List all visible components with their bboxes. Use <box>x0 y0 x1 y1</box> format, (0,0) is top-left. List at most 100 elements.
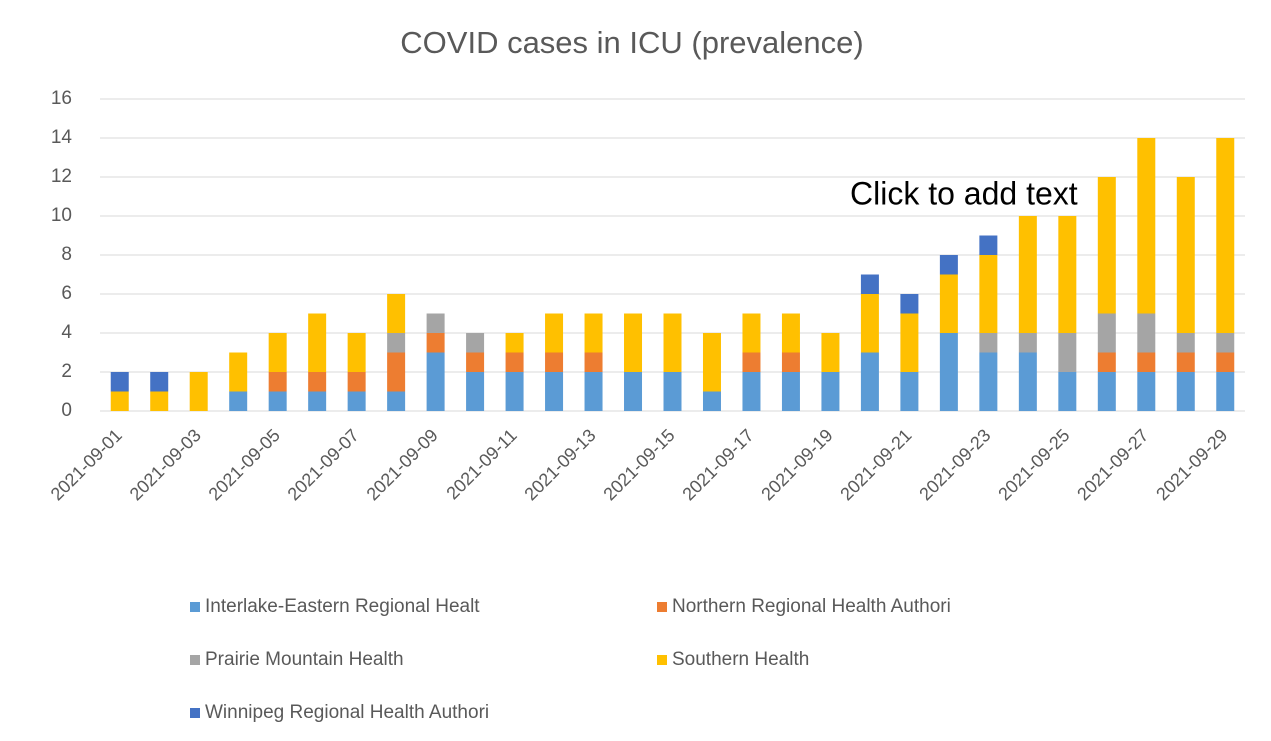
legend-label: Southern Health <box>672 649 809 670</box>
legend-swatch <box>657 655 667 665</box>
legend-swatch <box>190 708 200 718</box>
bar-segment <box>466 372 485 411</box>
bar-segment <box>1097 177 1116 314</box>
legend-label: Interlake-Eastern Regional Healt <box>205 596 480 617</box>
bar-segment <box>1018 216 1037 333</box>
x-tick-label: 2021-09-25 <box>994 425 1073 504</box>
bar-segment <box>268 333 287 372</box>
bar-segment <box>1216 333 1235 353</box>
x-tick-label: 2021-09-05 <box>205 425 284 504</box>
bar-segment <box>624 313 643 372</box>
x-tick-label: 2021-09-29 <box>1152 425 1231 504</box>
bar-segment <box>1176 372 1195 411</box>
bar-segment <box>387 294 406 333</box>
legend-label: Northern Regional Health Authori <box>672 596 951 617</box>
bar-segment <box>781 352 800 372</box>
bar-segment <box>1058 372 1077 411</box>
y-tick-label: 8 <box>61 244 72 265</box>
y-tick-label: 12 <box>51 166 72 187</box>
bar-segment <box>939 274 958 333</box>
bar-segment <box>426 313 445 333</box>
y-tick-label: 0 <box>61 400 72 421</box>
bar-segment <box>308 391 327 411</box>
bar-segment <box>584 352 603 372</box>
bar-segment <box>939 333 958 411</box>
bar-segment <box>860 294 879 353</box>
bar-segment <box>821 372 840 411</box>
bar-segment <box>466 333 485 353</box>
bar-segment <box>308 313 327 372</box>
bar-segment <box>1058 216 1077 333</box>
bar-segment <box>1137 372 1156 411</box>
y-tick-label: 10 <box>51 205 72 226</box>
bar-segment <box>663 313 682 372</box>
x-tick-label: 2021-09-15 <box>599 425 678 504</box>
x-tick-label: 2021-09-13 <box>520 425 599 504</box>
bar-segment <box>742 372 761 411</box>
legend-swatch <box>190 655 200 665</box>
bar-segment <box>189 372 208 411</box>
bar-segment <box>1097 352 1116 372</box>
bar-segment <box>150 372 169 392</box>
bar-segment <box>900 372 919 411</box>
bar-segment <box>347 333 366 372</box>
bar-segment <box>1137 352 1156 372</box>
bar-segment <box>979 255 998 333</box>
bar-segment <box>1058 333 1077 372</box>
y-tick-label: 4 <box>61 322 72 343</box>
legend-label: Prairie Mountain Health <box>205 649 404 670</box>
bar-segment <box>821 333 840 372</box>
bar-segment <box>347 372 366 392</box>
x-tick-label: 2021-09-19 <box>757 425 836 504</box>
bar-segment <box>584 372 603 411</box>
legend-swatch <box>657 602 667 612</box>
bar-segment <box>505 352 524 372</box>
legend-label: Winnipeg Regional Health Authori <box>205 702 489 723</box>
bar-segment <box>979 235 998 255</box>
y-tick-label: 2 <box>61 361 72 382</box>
bar-segment <box>663 372 682 411</box>
bar-segment <box>1018 352 1037 411</box>
bar-segment <box>545 313 564 353</box>
bar-segment <box>545 372 564 411</box>
bar-segment <box>979 333 998 353</box>
bar-segment <box>781 313 800 353</box>
bar-segment <box>505 333 524 353</box>
bar-segment <box>1137 313 1156 353</box>
bar-segment <box>742 352 761 372</box>
bar-segment <box>1216 372 1235 411</box>
x-tick-label: 2021-09-11 <box>442 425 520 503</box>
y-tick-label: 6 <box>61 283 72 304</box>
bar-segment <box>387 333 406 353</box>
x-tick-label: 2021-09-17 <box>678 425 757 504</box>
bar-segment <box>229 391 248 411</box>
bar-segment <box>624 372 643 411</box>
bar-segment <box>979 352 998 411</box>
bar-segment <box>308 372 327 392</box>
y-tick-label: 14 <box>51 127 73 148</box>
bar-segment <box>426 333 445 353</box>
x-tick-label: 2021-09-01 <box>47 425 126 504</box>
bar-segment <box>347 391 366 411</box>
bar-segment <box>1176 177 1195 333</box>
bar-segment <box>1097 313 1116 353</box>
x-tick-label: 2021-09-07 <box>284 425 363 504</box>
bar-segment <box>1137 138 1156 314</box>
bar-segment <box>110 391 129 411</box>
bar-segment <box>387 391 406 411</box>
x-tick-label: 2021-09-21 <box>836 425 915 504</box>
bar-segment <box>268 391 287 411</box>
bar-segment <box>229 352 248 392</box>
bar-segment <box>781 372 800 411</box>
bar-segment <box>584 313 603 353</box>
bar-segment <box>702 391 721 411</box>
bar-segment <box>702 333 721 392</box>
bar-segment <box>1018 333 1037 353</box>
bar-segment <box>860 274 879 294</box>
bar-segment <box>1216 352 1235 372</box>
x-tick-label: 2021-09-09 <box>363 425 442 504</box>
x-tick-label: 2021-09-03 <box>126 425 205 504</box>
bar-segment <box>1216 138 1235 333</box>
bar-segment <box>150 391 169 411</box>
